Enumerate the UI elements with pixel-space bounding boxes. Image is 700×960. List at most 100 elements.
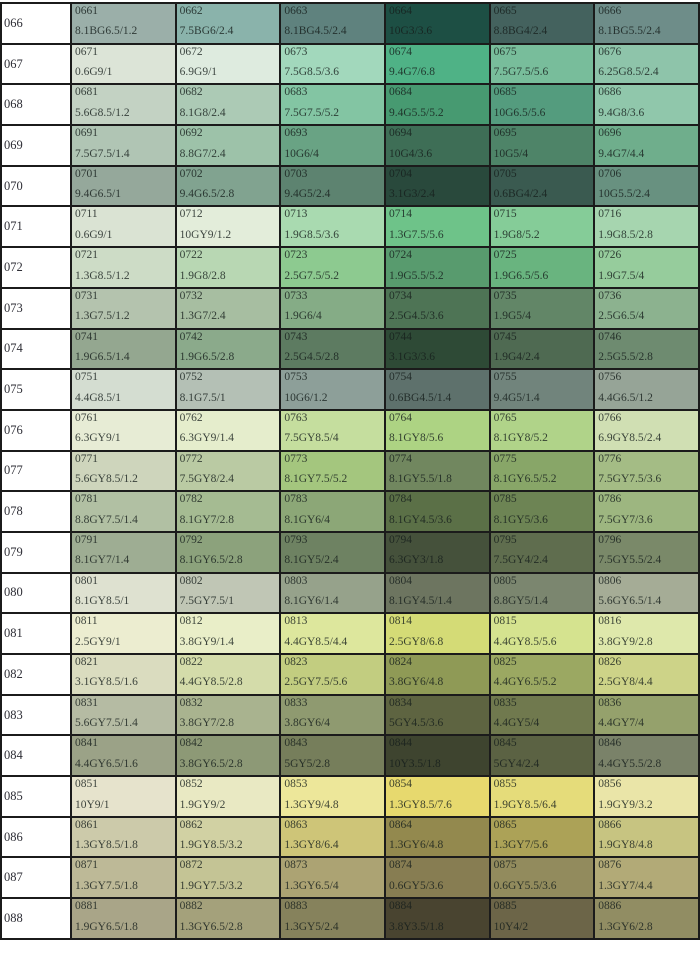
color-cell[interactable]: 0735 1.9G5/4: [488, 286, 596, 330]
color-cell[interactable]: 0873 1.3GY6.5/4: [279, 856, 386, 900]
color-cell[interactable]: 0663 8.1BG4.5/2.4: [279, 2, 386, 45]
color-cell[interactable]: 0683 7.5G7.5/5.2: [279, 83, 386, 127]
color-cell[interactable]: 0696 9.4G7/4.4: [593, 124, 700, 167]
color-cell[interactable]: 0764 8.1GY8/5.6: [383, 408, 491, 452]
color-cell[interactable]: 0763 7.5GY8.5/4: [279, 408, 386, 452]
color-cell[interactable]: 0755 9.4G5/1.4: [488, 368, 596, 411]
color-cell[interactable]: 0762 6.3GY9/1.4: [174, 408, 282, 452]
color-cell[interactable]: 0691 7.5G7.5/1.4: [70, 124, 177, 167]
color-cell[interactable]: 0785 8.1GY5/3.6: [488, 490, 596, 533]
color-cell[interactable]: 0796 7.5GY5.5/2.4: [593, 530, 700, 574]
color-cell[interactable]: 0804 8.1GY4.5/1.4: [383, 571, 491, 615]
color-cell[interactable]: 0825 4.4GY6.5/5.2: [488, 653, 596, 696]
color-cell[interactable]: 0872 1.9GY7.5/3.2: [174, 856, 282, 900]
color-cell[interactable]: 0786 7.5GY7/3.6: [593, 490, 700, 533]
color-cell[interactable]: 0834 5GY4.5/3.6: [383, 693, 491, 737]
color-cell[interactable]: 0816 3.8GY9/2.8: [593, 612, 700, 655]
color-cell[interactable]: 0884 3.8Y3.5/1.8: [383, 897, 491, 940]
color-cell[interactable]: 0695 10G5/4: [488, 124, 596, 167]
color-cell[interactable]: 0822 4.4GY8.5/2.8: [174, 653, 282, 696]
color-cell[interactable]: 0801 8.1GY8.5/1: [70, 571, 177, 615]
color-cell[interactable]: 0862 1.9GY8.5/3.2: [174, 815, 282, 859]
color-cell[interactable]: 0876 1.3GY7/4.4: [593, 856, 700, 900]
color-cell[interactable]: 0823 2.5GY7.5/5.6: [279, 653, 386, 696]
color-cell[interactable]: 0865 1.3GY7/5.6: [488, 815, 596, 859]
color-cell[interactable]: 0866 1.9GY8/4.8: [593, 815, 700, 859]
color-cell[interactable]: 0711 0.6G9/1: [70, 205, 177, 249]
color-cell[interactable]: 0835 4.4GY5/4: [488, 693, 596, 737]
color-cell[interactable]: 0831 5.6GY7.5/1.4: [70, 693, 177, 737]
color-cell[interactable]: 0731 1.3G7.5/1.2: [70, 286, 177, 330]
color-cell[interactable]: 0744 3.1G3/3.6: [383, 327, 491, 371]
color-cell[interactable]: 0842 3.8GY6.5/2.8: [174, 734, 282, 778]
color-cell[interactable]: 0863 1.3GY8/6.4: [279, 815, 386, 859]
color-cell[interactable]: 0713 1.9G8.5/3.6: [279, 205, 386, 249]
color-cell[interactable]: 0704 3.1G3/2.4: [383, 164, 491, 208]
color-cell[interactable]: 0826 2.5GY8/4.4: [593, 653, 700, 696]
color-cell[interactable]: 0754 0.6BG4.5/1.4: [383, 368, 491, 411]
color-cell[interactable]: 0743 2.5G4.5/2.8: [279, 327, 386, 371]
color-cell[interactable]: 0855 1.9GY8.5/6.4: [488, 775, 596, 818]
color-cell[interactable]: 0775 8.1GY6.5/5.2: [488, 449, 596, 493]
color-cell[interactable]: 0861 1.3GY8.5/1.8: [70, 815, 177, 859]
color-cell[interactable]: 0824 3.8GY6/4.8: [383, 653, 491, 696]
color-cell[interactable]: 0806 5.6GY6.5/1.4: [593, 571, 700, 615]
color-cell[interactable]: 0752 8.1G7.5/1: [174, 368, 282, 411]
color-cell[interactable]: 0856 1.9GY9/3.2: [593, 775, 700, 818]
color-cell[interactable]: 0783 8.1GY6/4: [279, 490, 386, 533]
color-cell[interactable]: 0674 9.4G7/6.8: [383, 42, 491, 86]
color-cell[interactable]: 0761 6.3GY9/1: [70, 408, 177, 452]
color-cell[interactable]: 0745 1.9G4/2.4: [488, 327, 596, 371]
color-cell[interactable]: 0693 10G6/4: [279, 124, 386, 167]
color-cell[interactable]: 0795 7.5GY4/2.4: [488, 530, 596, 574]
color-cell[interactable]: 0665 8.8BG4/2.4: [488, 2, 596, 45]
color-cell[interactable]: 0673 7.5G8.5/3.6: [279, 42, 386, 86]
color-cell[interactable]: 0793 8.1GY5/2.4: [279, 530, 386, 574]
color-cell[interactable]: 0845 5GY4/2.4: [488, 734, 596, 778]
color-cell[interactable]: 0814 2.5GY8/6.8: [383, 612, 491, 655]
color-cell[interactable]: 0684 9.4G5.5/5.2: [383, 83, 491, 127]
color-cell[interactable]: 0772 7.5GY8/2.4: [174, 449, 282, 493]
color-cell[interactable]: 0774 8.1GY5.5/1.8: [383, 449, 491, 493]
color-cell[interactable]: 0676 6.25G8.5/2.4: [593, 42, 700, 86]
color-cell[interactable]: 0701 9.4G6.5/1: [70, 164, 177, 208]
color-cell[interactable]: 0791 8.1GY7/1.4: [70, 530, 177, 574]
color-cell[interactable]: 0661 8.1BG6.5/1.2: [70, 2, 177, 45]
color-cell[interactable]: 0681 5.6G8.5/1.2: [70, 83, 177, 127]
color-cell[interactable]: 0753 10G6/1.2: [279, 368, 386, 411]
color-cell[interactable]: 0675 7.5G7.5/5.6: [488, 42, 596, 86]
color-cell[interactable]: 0682 8.1G8/2.4: [174, 83, 282, 127]
color-cell[interactable]: 0875 0.6GY5.5/3.6: [488, 856, 596, 900]
color-cell[interactable]: 0726 1.9G7.5/4: [593, 246, 700, 289]
color-cell[interactable]: 0886 1.3GY6/2.8: [593, 897, 700, 940]
color-cell[interactable]: 0766 6.9GY8.5/2.4: [593, 408, 700, 452]
color-cell[interactable]: 0725 1.9G6.5/5.6: [488, 246, 596, 289]
color-cell[interactable]: 0794 6.3GY3/1.8: [383, 530, 491, 574]
color-cell[interactable]: 0746 2.5G5.5/2.8: [593, 327, 700, 371]
color-cell[interactable]: 0882 1.3GY6.5/2.8: [174, 897, 282, 940]
color-cell[interactable]: 0741 1.9G6.5/1.4: [70, 327, 177, 371]
color-cell[interactable]: 0685 10G6.5/5.6: [488, 83, 596, 127]
color-cell[interactable]: 0843 5GY5/2.8: [279, 734, 386, 778]
color-cell[interactable]: 0802 7.5GY7.5/1: [174, 571, 282, 615]
color-cell[interactable]: 0841 4.4GY6.5/1.6: [70, 734, 177, 778]
color-cell[interactable]: 0836 4.4GY7/4: [593, 693, 700, 737]
color-cell[interactable]: 0736 2.5G6.5/4: [593, 286, 700, 330]
color-cell[interactable]: 0782 8.1GY7/2.8: [174, 490, 282, 533]
color-cell[interactable]: 0853 1.3GY9/4.8: [279, 775, 386, 818]
color-cell[interactable]: 0751 4.4G8.5/1: [70, 368, 177, 411]
color-cell[interactable]: 0686 9.4G8/3.6: [593, 83, 700, 127]
color-cell[interactable]: 0832 3.8GY7/2.8: [174, 693, 282, 737]
color-cell[interactable]: 0702 9.4G6.5/2.8: [174, 164, 282, 208]
color-cell[interactable]: 0771 5.6GY8.5/1.2: [70, 449, 177, 493]
color-cell[interactable]: 0781 8.8GY7.5/1.4: [70, 490, 177, 533]
color-cell[interactable]: 0792 8.1GY6.5/2.8: [174, 530, 282, 574]
color-cell[interactable]: 0705 0.6BG4/2.4: [488, 164, 596, 208]
color-cell[interactable]: 0883 1.3GY5/2.4: [279, 897, 386, 940]
color-cell[interactable]: 0805 8.8GY5/1.4: [488, 571, 596, 615]
color-cell[interactable]: 0724 1.9G5.5/5.2: [383, 246, 491, 289]
color-cell[interactable]: 0852 1.9GY9/2: [174, 775, 282, 818]
color-cell[interactable]: 0716 1.9G8.5/2.8: [593, 205, 700, 249]
color-cell[interactable]: 0723 2.5G7.5/5.2: [279, 246, 386, 289]
color-cell[interactable]: 0844 10Y3.5/1.8: [383, 734, 491, 778]
